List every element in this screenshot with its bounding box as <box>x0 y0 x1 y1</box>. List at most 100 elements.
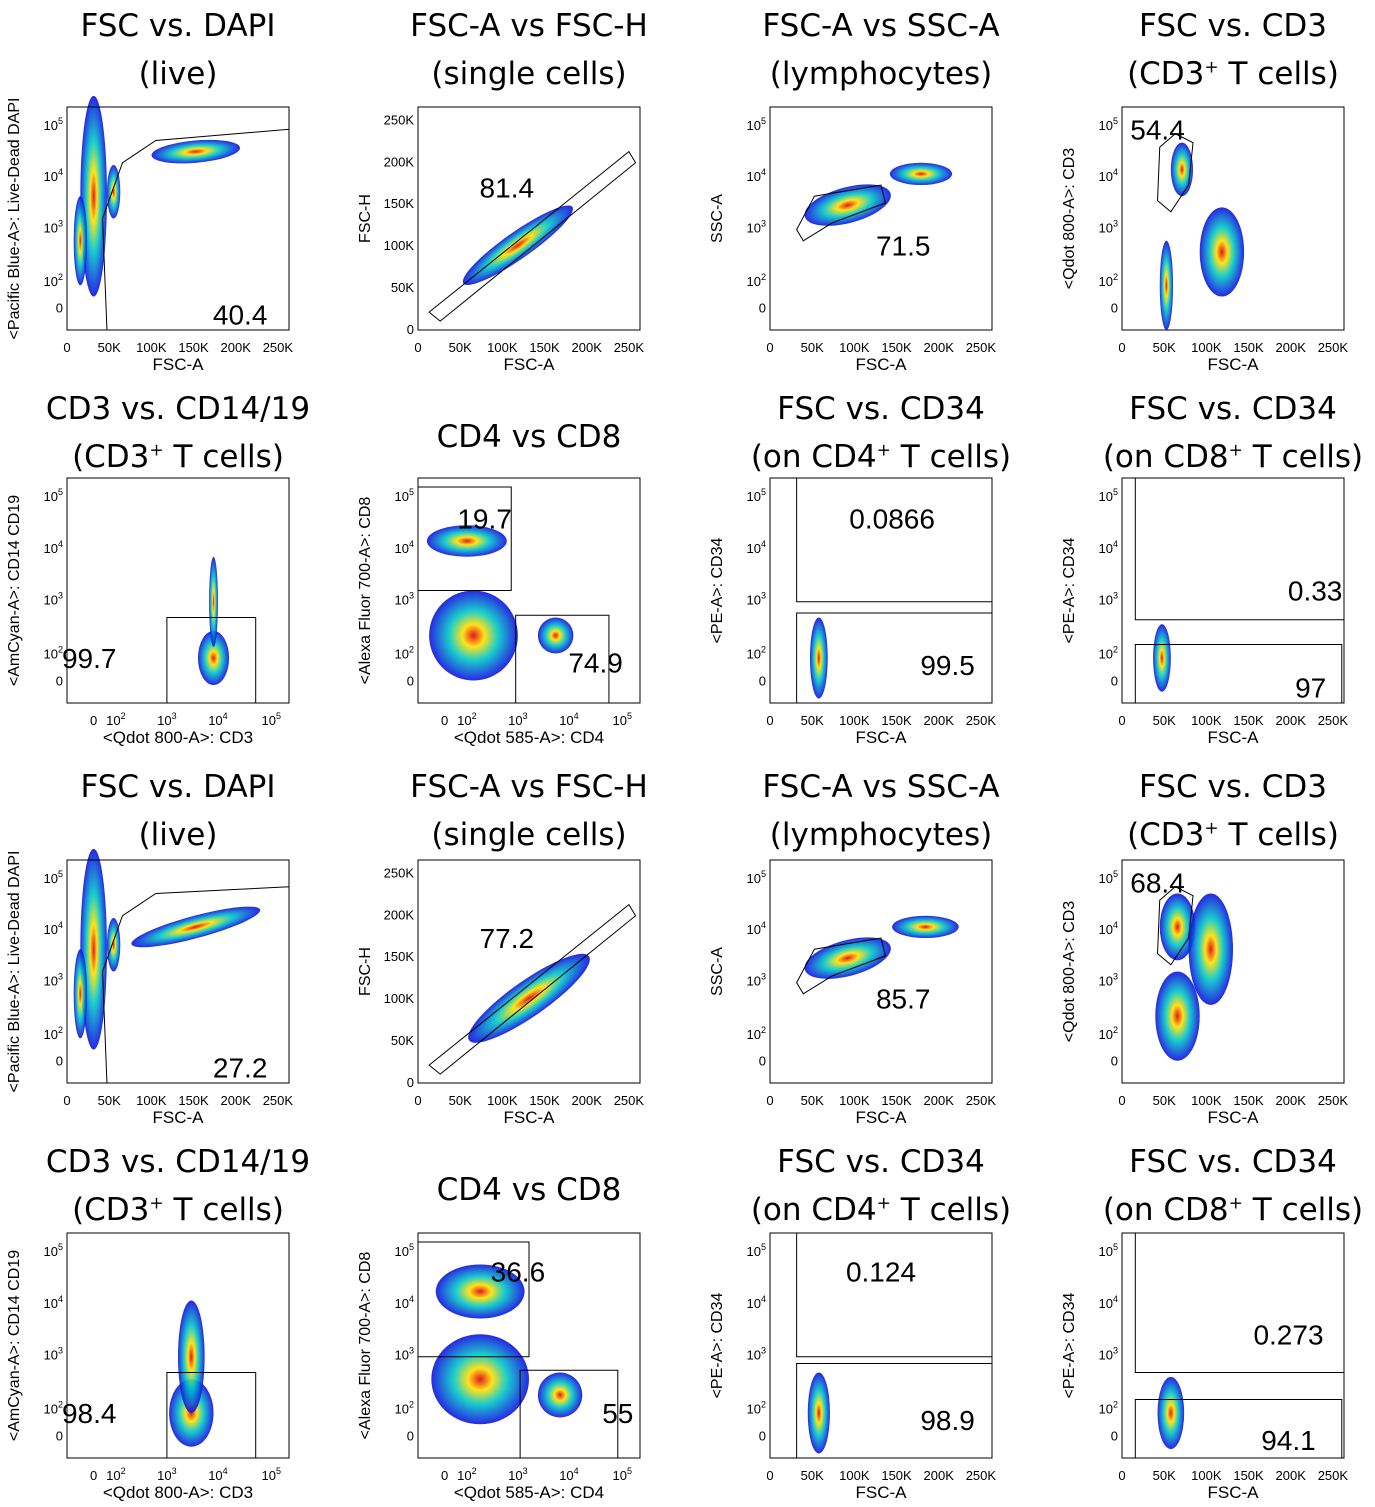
x-axis-label: FSC-A <box>1208 1483 1260 1502</box>
gate-outline <box>796 477 993 603</box>
y-tick-label: 104 <box>747 539 766 556</box>
y-tick-label: 0 <box>407 322 414 337</box>
panel-title-line: (live) <box>138 56 218 92</box>
x-axis-label: FSC-A <box>1208 728 1260 747</box>
density-cluster <box>892 915 959 939</box>
y-tick-label: 50K <box>391 280 414 295</box>
panel-title-line: (on CD4+ T cells) <box>750 1192 1012 1228</box>
plot-frame <box>769 106 993 331</box>
x-tick-label: 100K <box>839 1468 870 1483</box>
gate-percentage: 94.1 <box>1261 1425 1316 1456</box>
panel-title-line: (single cells) <box>431 817 627 853</box>
x-tick-label: 200K <box>924 1093 955 1108</box>
panel-title-line: (single cells) <box>431 56 627 92</box>
plot-frame <box>769 859 993 1084</box>
x-tick-label: 102 <box>457 711 476 728</box>
x-tick-label: 100K <box>1191 1468 1222 1483</box>
panel-title: FSC-A vs FSC-H (single cells) <box>359 2 699 98</box>
y-tick-label: 103 <box>44 218 63 235</box>
y-tick-label: 0 <box>759 301 766 316</box>
y-tick-label: 0 <box>1111 301 1118 316</box>
y-tick-label: 250K <box>384 112 415 127</box>
x-axis-label: <Qdot 585-A>: CD4 <box>454 1483 604 1502</box>
y-tick-label: 104 <box>747 167 766 184</box>
y-tick-label: 105 <box>1099 1242 1118 1259</box>
gate-outline <box>1157 133 1194 213</box>
plot-frame <box>417 106 641 331</box>
y-tick-label: 150K <box>384 949 415 964</box>
density-cluster <box>106 917 121 972</box>
panel-title: FSC vs. CD3 (CD3+ T cells) <box>1063 763 1375 859</box>
density-cluster <box>426 525 507 557</box>
gate-percentage: 77.2 <box>480 923 535 954</box>
y-tick-label: 103 <box>395 591 414 608</box>
x-tick-label: 200K <box>1276 1093 1307 1108</box>
panel-title: FSC vs. DAPI (live) <box>8 763 348 859</box>
density-cluster <box>1159 893 1196 961</box>
density-cluster <box>106 164 121 219</box>
gate-percentage: 55 <box>602 1398 633 1429</box>
y-tick-label: 102 <box>395 645 414 662</box>
x-tick-label: 0 <box>1118 713 1125 728</box>
x-tick-label: 200K <box>572 340 603 355</box>
gate-percentage: 81.4 <box>480 172 535 203</box>
panel-title-line: FSC vs. DAPI <box>80 8 276 44</box>
x-tick-label: 0 <box>766 340 773 355</box>
y-tick-label: 102 <box>747 645 766 662</box>
x-tick-label: 0 <box>766 713 773 728</box>
y-tick-label: 104 <box>747 920 766 937</box>
x-axis-label: <Qdot 800-A>: CD3 <box>103 728 253 747</box>
x-tick-label: 0 <box>414 340 421 355</box>
density-cluster <box>462 205 573 286</box>
y-tick-label: 0 <box>56 1054 63 1069</box>
gate-outline <box>796 937 887 995</box>
density-cluster <box>131 906 261 948</box>
gate-outline <box>1134 1232 1345 1373</box>
x-tick-label: 150K <box>178 1093 209 1108</box>
y-tick-label: 105 <box>1099 116 1118 133</box>
panel-title-line: (on CD4+ T cells) <box>750 439 1012 475</box>
x-tick-label: 103 <box>508 1466 527 1483</box>
plot-frame <box>1121 106 1345 331</box>
y-tick-label: 104 <box>747 1294 766 1311</box>
y-tick-label: 103 <box>395 1346 414 1363</box>
density-cluster <box>809 617 828 699</box>
y-tick-label: 103 <box>44 1346 63 1363</box>
density-cluster <box>80 95 107 297</box>
panel-title-line: (CD3+ T cells) <box>1127 56 1339 92</box>
y-tick-label: 104 <box>44 539 63 556</box>
x-tick-label: 0 <box>90 713 97 728</box>
y-axis-label: <Alexa Fluor 700-A>: CD8 <box>357 497 374 685</box>
y-tick-label: 103 <box>1099 971 1118 988</box>
x-tick-label: 104 <box>208 711 227 728</box>
density-cluster <box>429 590 518 681</box>
x-tick-label: 0 <box>441 713 448 728</box>
y-tick-label: 103 <box>747 591 766 608</box>
x-tick-label: 200K <box>221 1093 252 1108</box>
panel-title-line: (on CD8+ T cells) <box>1102 439 1364 475</box>
density-cluster <box>1153 624 1171 692</box>
panel-title-line: FSC-A vs FSC-H <box>410 769 648 805</box>
x-tick-label: 0 <box>1118 1093 1125 1108</box>
x-tick-label: 50K <box>1153 340 1176 355</box>
gate-percentage: 54.4 <box>1130 114 1185 145</box>
y-axis-label: <PE-A>: CD34 <box>1061 537 1078 643</box>
x-axis-label: FSC-A <box>856 1483 908 1502</box>
y-tick-label: 102 <box>44 1025 63 1042</box>
y-tick-label: 150K <box>384 196 415 211</box>
gate-percentage: 0.0866 <box>849 504 935 535</box>
x-tick-label: 200K <box>924 1468 955 1483</box>
x-axis-label: <Qdot 800-A>: CD3 <box>103 1483 253 1502</box>
panel-title-line: FSC vs. CD34 <box>1129 1144 1337 1180</box>
panel-title: FSC-A vs SSC-A (lymphocytes) <box>711 2 1051 98</box>
y-tick-label: 102 <box>44 1400 63 1417</box>
x-tick-label: 102 <box>106 711 125 728</box>
x-tick-label: 250K <box>1318 340 1349 355</box>
y-tick-label: 103 <box>44 971 63 988</box>
x-tick-label: 104 <box>208 1466 227 1483</box>
panel-title-line: (lymphocytes) <box>769 56 993 92</box>
y-tick-label: 104 <box>395 539 414 556</box>
panel-title: FSC-A vs FSC-H (single cells) <box>359 763 699 859</box>
x-tick-label: 150K <box>1233 713 1264 728</box>
